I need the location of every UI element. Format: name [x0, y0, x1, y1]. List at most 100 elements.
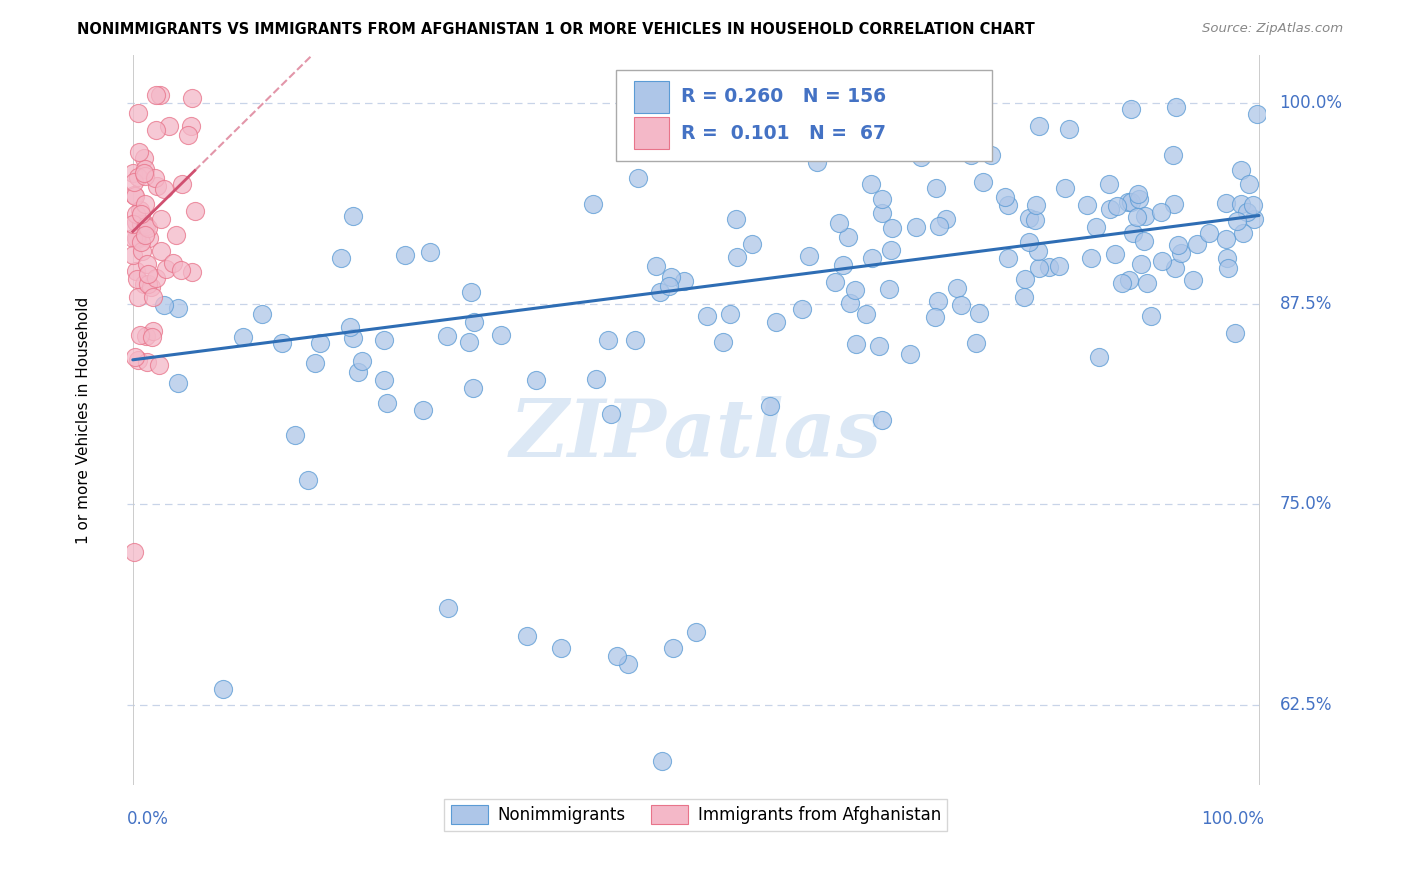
Point [436, 329, 458, 343]
Point [880, 244, 903, 258]
Point [181, 265, 204, 279]
Point [1133, 234, 1156, 248]
Point [928, 219, 950, 233]
FancyBboxPatch shape [616, 70, 991, 161]
Point [181, 91, 204, 105]
Point [143, 171, 166, 186]
Point [659, 270, 682, 285]
Point [516, 629, 538, 643]
Point [1057, 122, 1080, 136]
Point [718, 307, 741, 321]
Point [134, 217, 156, 231]
Point [145, 88, 167, 103]
Point [1246, 107, 1268, 121]
Point [128, 327, 150, 342]
Point [927, 294, 949, 309]
Point [330, 251, 353, 265]
Point [860, 252, 883, 266]
Point [135, 328, 157, 343]
Text: R =  0.101   N =  67: R = 0.101 N = 67 [681, 124, 886, 143]
Point [170, 178, 193, 192]
Point [1140, 309, 1163, 323]
Point [824, 275, 846, 289]
Point [419, 244, 441, 259]
Point [145, 123, 167, 137]
Point [1076, 198, 1098, 212]
Point [125, 230, 148, 244]
Point [1014, 271, 1036, 285]
Point [877, 282, 900, 296]
Point [1111, 276, 1133, 290]
Point [342, 210, 364, 224]
Point [377, 395, 399, 409]
Point [283, 428, 305, 442]
Text: NONIMMIGRANTS VS IMMIGRANTS FROM AFGHANISTAN 1 OR MORE VEHICLES IN HOUSEHOLD COR: NONIMMIGRANTS VS IMMIGRANTS FROM AFGHANI… [77, 22, 1035, 37]
Point [136, 256, 159, 270]
Point [1161, 148, 1184, 162]
Point [148, 358, 170, 372]
Point [1152, 253, 1174, 268]
FancyBboxPatch shape [634, 80, 669, 112]
Point [463, 315, 485, 329]
Point [252, 308, 274, 322]
Point [153, 182, 176, 196]
Point [1104, 247, 1126, 261]
Point [1133, 209, 1156, 223]
Text: 1 or more Vehicles in Household: 1 or more Vehicles in Household [76, 296, 91, 543]
Point [128, 145, 150, 160]
Point [1215, 232, 1237, 246]
Text: Source: ZipAtlas.com: Source: ZipAtlas.com [1202, 22, 1343, 36]
Point [870, 192, 893, 206]
Point [457, 335, 479, 350]
Point [122, 166, 145, 180]
Point [1099, 202, 1122, 216]
Point [167, 376, 190, 391]
Point [180, 119, 202, 133]
Point [828, 216, 851, 230]
Point [135, 219, 157, 234]
Point [134, 197, 156, 211]
Text: R = 0.260   N = 156: R = 0.260 N = 156 [681, 87, 886, 106]
Point [373, 373, 395, 387]
Point [1118, 273, 1140, 287]
Point [134, 162, 156, 177]
Point [1236, 205, 1258, 219]
Point [1218, 261, 1240, 276]
Point [132, 277, 155, 292]
Point [1149, 204, 1171, 219]
Text: 87.5%: 87.5% [1279, 294, 1331, 313]
Point [1226, 214, 1249, 228]
Point [1028, 244, 1050, 258]
Point [844, 283, 866, 297]
Point [165, 227, 187, 242]
Point [550, 641, 572, 656]
Point [1087, 351, 1109, 365]
Point [1126, 210, 1149, 224]
Point [645, 259, 668, 273]
Point [1098, 177, 1121, 191]
Point [394, 248, 416, 262]
Point [122, 545, 145, 559]
Point [1107, 199, 1129, 213]
FancyBboxPatch shape [634, 117, 669, 149]
Point [138, 277, 160, 292]
Point [1163, 197, 1185, 211]
Point [373, 333, 395, 347]
Point [711, 335, 734, 350]
Point [1018, 235, 1040, 249]
Point [1080, 252, 1102, 266]
Point [950, 298, 973, 312]
Point [131, 244, 153, 258]
Point [232, 329, 254, 343]
Legend: Nonimmigrants, Immigrants from Afghanistan: Nonimmigrants, Immigrants from Afghanist… [444, 798, 948, 831]
Point [139, 280, 162, 294]
Point [1028, 260, 1050, 275]
Point [997, 198, 1019, 212]
Point [1239, 178, 1261, 192]
Point [1232, 226, 1254, 240]
Point [946, 280, 969, 294]
Point [725, 211, 748, 226]
Point [1119, 194, 1142, 209]
Text: ZIPatlas: ZIPatlas [510, 396, 882, 474]
Point [157, 119, 180, 133]
